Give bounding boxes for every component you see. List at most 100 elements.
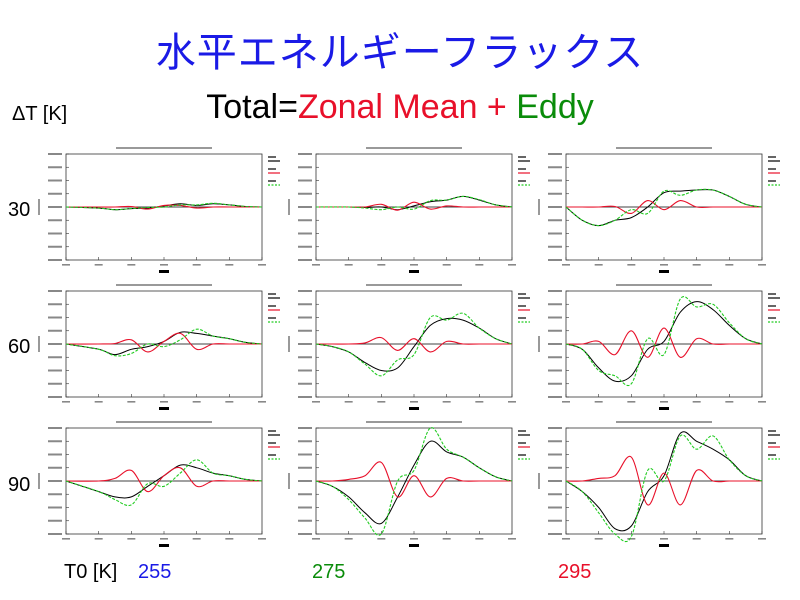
x-tick-label (127, 538, 136, 540)
y-tick-label (298, 396, 312, 398)
subtitle-total: Total (206, 88, 279, 126)
y-tick-label (48, 192, 62, 195)
y-tick-label (48, 427, 62, 429)
y-tick-label (548, 290, 562, 292)
x-tick-label (410, 401, 418, 403)
plot-header (116, 147, 212, 149)
y-tick-label (548, 493, 562, 496)
x-axis-label (409, 407, 419, 410)
col-label-295: 295 (558, 561, 592, 583)
legend-text-eddy (768, 317, 776, 319)
x-tick-label (475, 401, 484, 403)
series-line-total (315, 195, 513, 211)
y-axis-label (38, 336, 40, 352)
x-tick-label (410, 538, 418, 540)
legend-text-total (518, 156, 526, 158)
x-tick-label (94, 401, 103, 403)
x-tick-label (344, 264, 353, 266)
x-tick-label (660, 401, 668, 403)
subtitle-zonal: Zonal Mean (297, 88, 478, 126)
y-axis-label (288, 473, 290, 489)
y-tick-label (48, 232, 62, 235)
x-tick-label (660, 538, 668, 540)
series-line-eddy (315, 195, 513, 211)
subtitle-eddy: Eddy (516, 88, 594, 126)
series-line-zonal (565, 327, 762, 358)
y-tick-label (548, 329, 562, 332)
legend-text-total (768, 156, 776, 158)
x-tick-label (508, 401, 516, 403)
y-axis-label (38, 473, 40, 489)
x-tick-label (475, 538, 484, 540)
x-tick-label (312, 538, 320, 540)
row-label-90: 90 (8, 474, 31, 496)
y-tick-label (548, 192, 562, 195)
page-title: 水平エネルギーフラックス (155, 30, 645, 76)
y-tick-label (298, 179, 312, 182)
x-tick-label (192, 264, 201, 266)
y-tick-label (298, 290, 312, 292)
series-line-total (315, 440, 513, 525)
plot-header (616, 284, 712, 286)
x-tick-label (660, 264, 668, 266)
x-tick-label (442, 264, 451, 266)
y-tick-label (48, 369, 62, 372)
y-tick-label (298, 382, 312, 385)
y-tick-label (548, 303, 562, 306)
series-line-zonal (565, 200, 762, 214)
row-label-60: 60 (8, 336, 31, 358)
x-axis-label (159, 407, 169, 410)
legend-text-zonal (268, 442, 276, 444)
x-tick-label (127, 264, 136, 266)
y-tick-label (548, 259, 562, 261)
x-tick-label (192, 538, 201, 540)
y-tick-label (48, 356, 62, 359)
y-tick-label (548, 219, 562, 222)
y-tick-label (48, 259, 62, 261)
legend-text-zonal (518, 168, 526, 170)
panel-dT90-T255 (38, 421, 280, 547)
x-tick-label (192, 401, 201, 403)
x-tick-label (225, 401, 234, 403)
x-tick-label (225, 264, 234, 266)
y-tick-label (298, 453, 312, 456)
y-axis-label (288, 199, 290, 215)
x-tick-label (258, 538, 266, 540)
series-line-eddy (565, 188, 763, 227)
y-tick-label (48, 343, 62, 345)
x-axis-label (159, 544, 169, 547)
y-tick-label (548, 166, 562, 169)
y-tick-label (298, 206, 312, 208)
x-tick-label (475, 264, 484, 266)
panel-dT30-T275 (288, 147, 530, 273)
panel-dT30-T295 (538, 147, 780, 273)
col-label-255: 255 (138, 561, 172, 583)
series-line-eddy (565, 434, 763, 543)
y-tick-label (548, 396, 562, 398)
y-tick-label (298, 259, 312, 261)
series-line-zonal (315, 201, 512, 211)
row-label-30: 30 (8, 199, 31, 221)
x-tick-label (442, 538, 451, 540)
y-tick-label (548, 506, 562, 509)
series-line-eddy (65, 459, 263, 507)
x-tick-label (377, 264, 386, 266)
series-line-zonal (315, 461, 512, 498)
legend-text-total (268, 156, 276, 158)
x-tick-label (692, 264, 701, 266)
y-axis-label (538, 336, 540, 352)
series-line-total (65, 331, 263, 356)
y-tick-label (548, 316, 562, 319)
panel-dT30-T255 (38, 147, 280, 273)
x-tick-label (758, 401, 766, 403)
legend-text-total (768, 430, 776, 432)
x-tick-label (594, 264, 603, 266)
x-tick-label (594, 401, 603, 403)
legend-text-eddy (268, 317, 276, 319)
plot-header (366, 147, 462, 149)
y-tick-label (298, 506, 312, 509)
y-tick-label (298, 153, 312, 155)
series-line-total (315, 317, 513, 372)
panel-dT60-T255 (38, 284, 280, 410)
